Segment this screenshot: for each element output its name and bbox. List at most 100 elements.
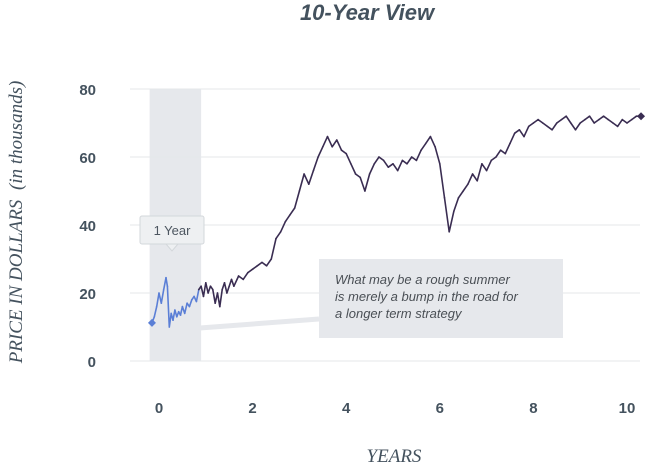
data-point xyxy=(443,197,446,199)
data-point xyxy=(598,118,600,121)
data-point xyxy=(322,146,324,148)
data-point xyxy=(340,149,343,151)
data-point xyxy=(216,292,219,294)
data-point xyxy=(307,183,310,185)
data-point xyxy=(635,115,638,117)
data-point xyxy=(368,173,371,175)
data-point xyxy=(298,190,301,192)
data-point xyxy=(207,292,209,294)
x-tick-label: 0 xyxy=(155,400,163,417)
x-tick-label: 6 xyxy=(436,400,444,417)
data-point xyxy=(221,288,223,291)
data-point xyxy=(162,288,165,291)
data-point xyxy=(401,159,404,162)
data-point xyxy=(261,261,263,264)
data-point xyxy=(212,288,214,291)
data-point xyxy=(160,302,163,305)
data-point xyxy=(219,305,221,308)
x-axis-ticks: 0 2 4 6 8 10 xyxy=(155,400,636,417)
data-point xyxy=(317,156,319,158)
data-point xyxy=(256,265,259,267)
x-tick-label: 8 xyxy=(529,400,537,417)
data-point xyxy=(205,282,207,284)
data-point xyxy=(453,210,455,213)
data-point xyxy=(190,299,193,301)
y-tick-label: 60 xyxy=(79,150,96,167)
data-point xyxy=(499,149,502,151)
x-tick-label: 4 xyxy=(342,400,351,417)
data-point xyxy=(293,207,296,209)
data-point xyxy=(382,159,385,162)
data-point xyxy=(560,118,563,121)
data-point xyxy=(181,305,184,308)
data-point xyxy=(364,190,366,192)
y-axis-label-main: PRICE IN DOLLARS xyxy=(6,199,27,364)
y-tick-label: 20 xyxy=(79,286,96,303)
data-point xyxy=(504,152,507,155)
data-point xyxy=(457,197,460,199)
data-point xyxy=(289,214,291,216)
data-point xyxy=(172,319,174,322)
data-point xyxy=(424,142,427,145)
data-point xyxy=(537,118,539,121)
data-point xyxy=(570,122,572,124)
data-point xyxy=(166,285,169,288)
data-point xyxy=(630,118,633,121)
y-tick-label: 40 xyxy=(79,218,96,235)
data-point xyxy=(175,316,178,318)
data-point xyxy=(179,314,182,316)
data-point xyxy=(153,316,156,318)
x-tick-label: 2 xyxy=(248,400,256,417)
data-point xyxy=(518,129,521,131)
y-tick-label: 0 xyxy=(88,354,96,371)
data-point xyxy=(410,156,413,158)
data-point xyxy=(155,305,158,308)
data-point xyxy=(490,159,493,162)
y-axis-label: PRICE IN DOLLARS (in thousands) xyxy=(6,81,27,365)
data-point xyxy=(396,169,399,172)
data-point xyxy=(579,122,581,124)
data-point xyxy=(476,180,479,182)
data-point xyxy=(251,268,254,271)
data-point xyxy=(326,135,329,138)
callout-box xyxy=(319,259,563,338)
data-point xyxy=(158,292,160,294)
data-point xyxy=(551,129,553,131)
data-point xyxy=(593,122,596,124)
data-point xyxy=(247,271,249,274)
data-point xyxy=(541,122,544,124)
data-point xyxy=(392,163,394,165)
data-point xyxy=(165,276,167,279)
data-point xyxy=(387,166,390,168)
data-point xyxy=(378,156,380,158)
data-point xyxy=(284,220,287,223)
data-point xyxy=(265,265,268,267)
data-point xyxy=(174,309,176,311)
end-point-marker xyxy=(637,112,646,121)
data-point xyxy=(202,295,205,298)
data-point xyxy=(546,125,549,128)
data-point xyxy=(495,156,497,158)
data-point xyxy=(621,118,624,121)
data-point xyxy=(183,312,186,315)
data-point xyxy=(303,173,305,175)
data-point xyxy=(616,125,619,128)
chart-title: 10-Year View xyxy=(300,0,436,25)
data-point xyxy=(584,118,586,121)
data-point xyxy=(509,142,511,145)
data-point xyxy=(170,312,172,315)
data-point xyxy=(574,129,577,131)
data-point xyxy=(345,152,348,155)
data-point xyxy=(462,190,465,192)
callout-text-line: is merely a bump in the road for xyxy=(335,289,518,304)
data-point xyxy=(223,282,226,284)
data-point xyxy=(275,237,277,240)
data-point xyxy=(612,122,614,124)
data-point xyxy=(481,163,483,165)
data-point xyxy=(565,115,567,117)
y-tick-label: 80 xyxy=(79,82,96,99)
data-point xyxy=(312,169,315,172)
data-point xyxy=(188,305,191,308)
data-point xyxy=(406,163,408,165)
